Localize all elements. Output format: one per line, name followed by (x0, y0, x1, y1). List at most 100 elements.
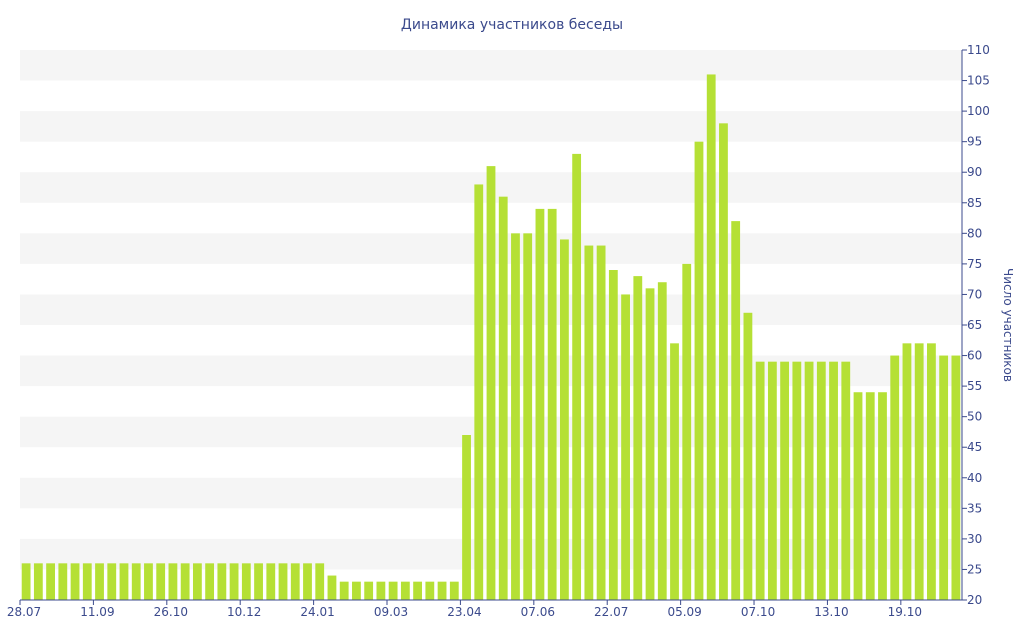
bar[interactable] (804, 361, 814, 600)
bar[interactable] (780, 361, 790, 600)
y-tick-label: 70 (967, 287, 982, 301)
bar[interactable] (303, 563, 312, 600)
y-tick-label: 95 (967, 135, 982, 149)
bar[interactable] (168, 563, 178, 600)
bar[interactable] (939, 355, 949, 600)
bar[interactable] (327, 575, 337, 600)
bar[interactable] (400, 581, 410, 600)
bars-group (21, 74, 961, 601)
bar[interactable] (682, 263, 692, 600)
x-tick-label: 05.09 (667, 605, 701, 619)
bar[interactable] (902, 343, 912, 600)
bar[interactable] (865, 392, 875, 600)
bar[interactable] (241, 563, 251, 600)
bar[interactable] (670, 343, 679, 600)
bar[interactable] (205, 563, 215, 600)
bar[interactable] (388, 581, 398, 600)
bar[interactable] (596, 245, 606, 601)
y-tick-label: 90 (967, 165, 982, 179)
bar[interactable] (914, 343, 924, 600)
x-tick-label: 10.12 (227, 605, 261, 619)
bar[interactable] (853, 392, 863, 600)
bar[interactable] (46, 563, 55, 600)
bar[interactable] (131, 563, 141, 600)
bar[interactable] (192, 563, 202, 600)
bar[interactable] (657, 282, 667, 600)
bar[interactable] (523, 233, 533, 601)
bar[interactable] (95, 563, 104, 600)
bar[interactable] (951, 355, 961, 600)
bar[interactable] (841, 361, 851, 600)
bar[interactable] (290, 563, 300, 600)
bar[interactable] (339, 581, 349, 600)
y-tick-label: 110 (967, 43, 990, 57)
x-tick-label: 24.01 (300, 605, 334, 619)
bar[interactable] (474, 184, 484, 600)
bar[interactable] (437, 581, 447, 600)
bar[interactable] (608, 270, 618, 600)
bar[interactable] (144, 563, 153, 600)
bar[interactable] (180, 563, 190, 600)
bar[interactable] (767, 361, 777, 600)
y-tick-label: 50 (967, 410, 982, 424)
bar[interactable] (535, 208, 545, 600)
y-tick-label: 60 (967, 349, 982, 363)
bar[interactable] (486, 166, 496, 600)
bar[interactable] (755, 361, 765, 600)
y-tick-label: 30 (967, 532, 982, 546)
bar[interactable] (706, 74, 716, 600)
bar[interactable] (254, 563, 263, 600)
bar[interactable] (352, 581, 361, 600)
bar[interactable] (584, 245, 594, 601)
chart-title: Динамика участников беседы (401, 17, 623, 33)
y-tick-label: 55 (967, 379, 982, 393)
x-tick-label: 07.10 (741, 605, 775, 619)
bar[interactable] (315, 563, 325, 600)
bar[interactable] (70, 563, 80, 600)
bar[interactable] (58, 563, 68, 600)
bar[interactable] (278, 563, 288, 600)
y-axis: 20 25 30 35 40 45 50 55 60 65 70 75 80 85 90 95 100 105 11… (961, 43, 990, 607)
bar[interactable] (511, 233, 520, 601)
y-tick-label: 75 (967, 257, 982, 271)
y-tick-label: 40 (967, 471, 982, 485)
bar[interactable] (878, 392, 887, 600)
bar[interactable] (266, 563, 276, 600)
y-tick-label: 80 (967, 226, 982, 240)
bar[interactable] (449, 581, 459, 600)
bar[interactable] (829, 361, 838, 600)
bar[interactable] (719, 123, 728, 600)
bar[interactable] (792, 361, 802, 600)
bar[interactable] (376, 581, 386, 600)
bar[interactable] (572, 153, 582, 600)
bar[interactable] (645, 288, 655, 600)
bar[interactable] (413, 581, 423, 600)
bar[interactable] (217, 563, 227, 600)
bar[interactable] (694, 141, 704, 600)
bar[interactable] (156, 563, 166, 600)
bar[interactable] (462, 435, 471, 600)
bar[interactable] (21, 563, 31, 600)
bar[interactable] (743, 312, 753, 600)
bar[interactable] (364, 581, 374, 600)
bar[interactable] (633, 276, 643, 600)
bar[interactable] (82, 563, 92, 600)
bar[interactable] (816, 361, 826, 600)
x-tick-label: 13.10 (814, 605, 848, 619)
bar[interactable] (890, 355, 900, 600)
bar[interactable] (33, 563, 43, 600)
y-tick-label: 25 (967, 562, 982, 576)
bar[interactable] (498, 196, 508, 600)
bar[interactable] (731, 221, 741, 600)
bar[interactable] (547, 208, 557, 600)
x-tick-label: 07.06 (521, 605, 555, 619)
bar[interactable] (119, 563, 129, 600)
bar[interactable] (107, 563, 117, 600)
bar[interactable] (927, 343, 936, 600)
bar[interactable] (621, 294, 630, 600)
bar[interactable] (229, 563, 239, 600)
x-tick-label: 28.07 (7, 605, 41, 619)
bar[interactable] (559, 239, 569, 600)
bar[interactable] (425, 581, 435, 600)
